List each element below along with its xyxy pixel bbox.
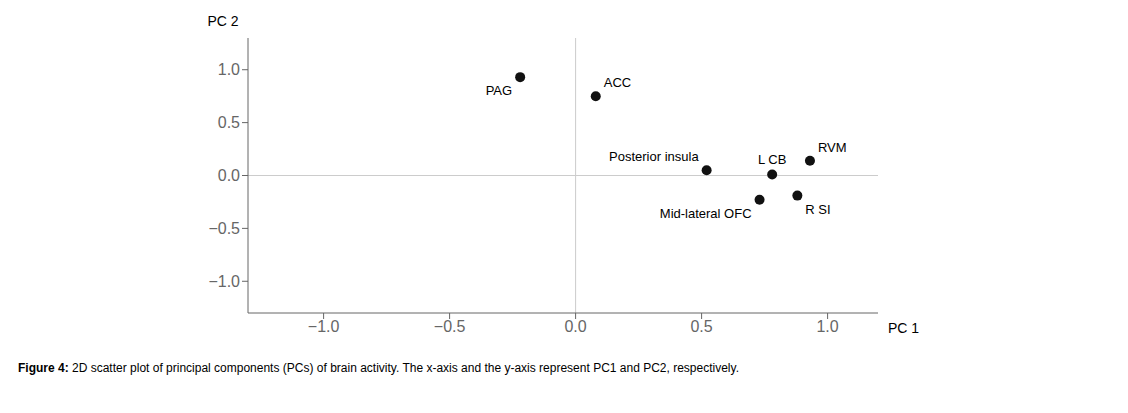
svg-text:PAG: PAG: [486, 83, 513, 98]
svg-text:0.0: 0.0: [564, 318, 586, 335]
svg-text:−0.5: −0.5: [208, 220, 240, 237]
svg-text:1.0: 1.0: [218, 61, 240, 78]
svg-text:Mid-lateral OFC: Mid-lateral OFC: [660, 206, 752, 221]
svg-text:L CB: L CB: [758, 152, 786, 167]
svg-text:1.0: 1.0: [816, 318, 838, 335]
svg-text:Posterior insula: Posterior insula: [609, 149, 699, 164]
svg-text:−0.5: −0.5: [434, 318, 466, 335]
svg-text:RVM: RVM: [818, 140, 847, 155]
svg-text:0.5: 0.5: [690, 318, 712, 335]
svg-text:−1.0: −1.0: [308, 318, 340, 335]
svg-text:0.0: 0.0: [218, 167, 240, 184]
html-text:Figure 4: 2D scatter plot of p: Figure 4: 2D scatter plot of principal c…: [18, 361, 739, 375]
svg-text:ACC: ACC: [604, 75, 631, 90]
svg-text:PC 2: PC 2: [207, 13, 238, 29]
svg-text:PC 1: PC 1: [888, 320, 919, 336]
svg-text:−1.0: −1.0: [208, 273, 240, 290]
svg-text:0.5: 0.5: [218, 114, 240, 131]
svg-text:R SI: R SI: [805, 202, 830, 217]
